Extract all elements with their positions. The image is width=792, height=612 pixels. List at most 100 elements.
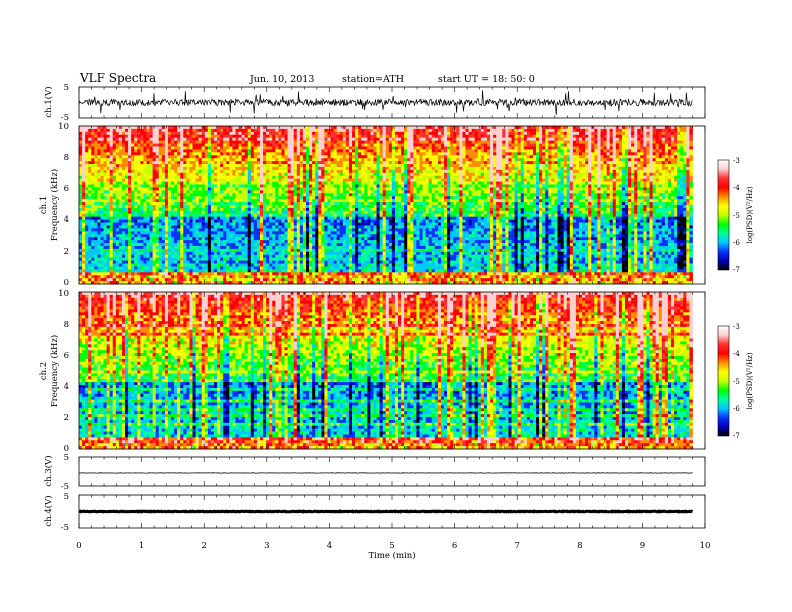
spectrogram-cell [97,146,101,150]
spectrogram-cell [582,184,586,188]
spectrogram-cell [671,137,675,142]
spectrogram-cell [373,140,377,144]
spectrogram-cell [263,190,267,194]
spectrogram-cell [618,187,623,191]
spectrogram-cell [348,155,353,159]
spectrogram-cell [118,175,123,180]
spectrogram-cell [155,178,160,182]
spectrogram-cell [247,190,252,194]
spectrogram-cell [149,166,154,171]
spectrogram-cell [486,126,491,130]
spectrogram-cell [106,131,111,136]
spectrogram-cell [625,196,629,200]
spectrogram-cell [398,155,402,159]
spectrogram-cell [600,158,604,162]
spectrogram-cell [79,187,83,191]
spectrogram-cell [109,166,114,171]
spectrogram-cell [444,137,448,142]
spectrogram-cell [373,190,377,194]
spectrogram-cell [382,184,387,188]
spectrogram-cell [603,178,607,182]
spectrogram-cell [97,143,101,147]
spectrogram-cell [140,164,144,168]
spectrogram-cell [689,164,693,168]
spectrogram-cell [394,181,399,185]
spectrogram-cell [526,161,531,165]
spectrogram-cell [609,134,614,139]
spectrogram-cell [575,169,580,174]
spectrogram-cell [146,158,150,162]
spectrogram-cell [220,128,224,133]
spectrogram-cell [177,143,181,147]
spectrogram-cell [364,152,368,156]
spectrogram-cell [496,158,500,162]
spectrogram-cell [223,169,227,174]
spectrogram-cell [189,152,193,156]
spectrogram-cell [287,149,292,153]
spectrogram-cell [272,155,276,159]
spectrogram-cell [226,187,230,191]
spectrogram-cell [201,137,206,142]
spectrogram-cell [394,175,399,180]
spectrogram-cell [348,169,353,174]
spectrogram-cell [318,152,322,156]
spectrogram-cell [177,169,181,174]
spectrogram-cell [302,175,307,180]
spectrogram-cell [578,146,583,150]
spectrogram-cell [125,143,129,147]
spectrogram-cell [336,155,341,159]
spectrogram-cell [658,161,663,165]
start-time-label: start UT = 18: 50: 0 [438,74,535,85]
spectrogram-cell [637,143,641,147]
spectrogram-cell [683,184,687,188]
spectrogram-cell [217,146,221,150]
spectrogram-cell [352,149,356,153]
spectrogram-cell [370,169,374,174]
spectrogram-cell [671,134,675,139]
spectrogram-cell [355,152,359,156]
spectrogram-cell [502,161,506,165]
spectrogram-cell [401,152,405,156]
spectrogram-cell [180,126,184,130]
spectrogram-cell [591,152,595,156]
spectrogram-cell [112,149,117,153]
spectrogram-cell [189,190,193,194]
spectrogram-cell [444,169,448,174]
spectrogram-cell [526,178,531,182]
spectrogram-cell [410,152,414,156]
spectrogram-cell [284,172,288,177]
spectrogram-cell [440,164,445,168]
spectrogram-cell [428,155,433,159]
spectrogram-cell [293,190,298,194]
spectrogram-cell [259,143,264,147]
spectrogram-cell [422,152,427,156]
spectrogram-cell [146,169,150,174]
spectrogram-cell [459,169,463,174]
spectrogram-cell [128,146,132,150]
spectrogram-cell [278,164,282,168]
spectrogram-cell [192,146,196,150]
spectrogram-cell [625,184,629,188]
spectrogram-cell [336,161,341,165]
spectrogram-cell [554,166,558,171]
spectrogram-cell [606,149,611,153]
spectrogram-cell [474,149,479,153]
spectrogram-cell [385,126,390,130]
spectrogram-cell [333,196,338,200]
spectrogram-cell [680,175,684,180]
spectrogram-cell [557,172,561,177]
spectrogram-cell [158,155,163,159]
spectrogram-cell [79,178,83,182]
spectrogram-cell [121,128,126,133]
spectrogram-cell [79,140,83,144]
spectrogram-cell [689,131,693,136]
spectrogram-cell [321,146,325,150]
spectrogram-cell [594,172,598,177]
spectrogram-cell [180,190,184,194]
spectrogram-cell [440,140,445,144]
spectrogram-cell [336,172,341,177]
spectrogram-cell [410,166,414,171]
spectrogram-cell [290,166,295,171]
spectrogram-cell [450,137,454,142]
spectrogram-cell [134,178,138,182]
